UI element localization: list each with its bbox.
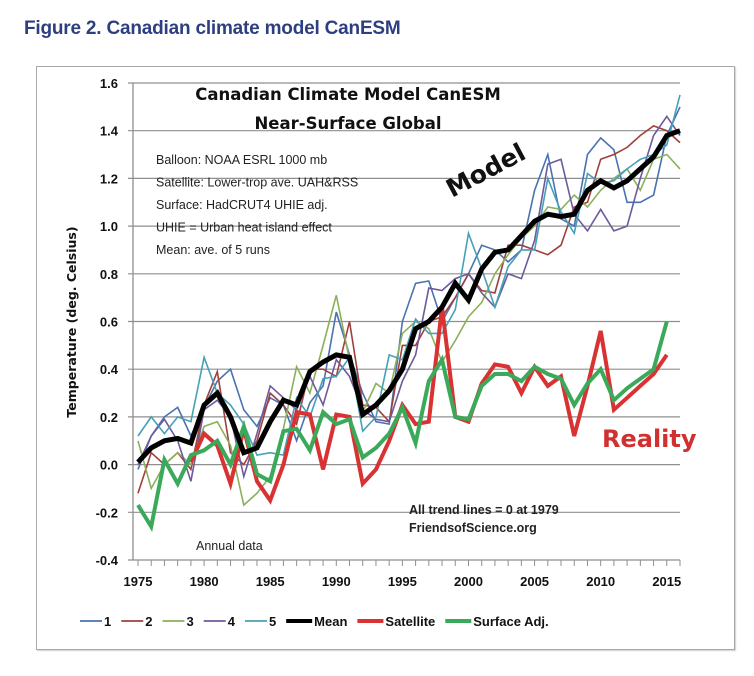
x-tick-label: 2015 [652, 574, 681, 589]
x-tick-label: 2005 [520, 574, 549, 589]
annotation-notes: Balloon: NOAA ESRL 1000 mb Satellite: Low… [156, 153, 358, 257]
y-tick-label: 1.4 [100, 124, 119, 139]
y-tick-label: 1.6 [100, 76, 118, 91]
annotation-note: Mean: ave. of 5 runs [156, 243, 270, 257]
source-note: FriendsofScience.org [409, 521, 537, 535]
legend-label: 2 [145, 614, 152, 629]
reality-label: Reality [602, 425, 697, 453]
y-tick-label: 0.8 [100, 267, 118, 282]
series-line-mean [136, 128, 681, 464]
y-tick-label: 0.0 [100, 458, 118, 473]
y-axis-label: Temperature (deg. Celsius) [64, 226, 79, 417]
y-tick-label: 0.2 [100, 410, 118, 425]
x-tick-labels: 1975 1980 1985 1990 1995 2000 2005 2010 2015 [124, 574, 682, 589]
legend-label: 5 [269, 614, 276, 629]
y-tick-label: -0.4 [96, 553, 119, 568]
x-tick-label: 1980 [190, 574, 219, 589]
x-tick-label: 2000 [454, 574, 483, 589]
x-tick-label: 2010 [586, 574, 615, 589]
legend-label: 4 [228, 614, 236, 629]
legend-label: Mean [314, 614, 347, 629]
series-line-satellite [189, 306, 669, 505]
y-tick-label: 1.2 [100, 171, 118, 186]
legend-label: Surface Adj. [473, 614, 548, 629]
x-tick-label: 1985 [256, 574, 285, 589]
y-tick-label: 0.6 [100, 315, 118, 330]
y-tick-label: 0.4 [100, 362, 119, 377]
series-line-5 [137, 94, 681, 457]
x-tick-label: 1975 [124, 574, 153, 589]
figure-caption: Figure 2. Canadian climate model CanESM [24, 18, 401, 39]
annotation-note: Balloon: NOAA ESRL 1000 mb [156, 153, 327, 167]
series-lines [136, 94, 681, 533]
series-line-3 [137, 153, 681, 507]
axes [128, 83, 681, 566]
legend-label: 3 [186, 614, 193, 629]
x-tick-label: 1990 [322, 574, 351, 589]
trend-note: All trend lines = 0 at 1979 [409, 503, 559, 517]
annual-data-note: Annual data [196, 539, 263, 553]
y-tick-label: -0.2 [96, 505, 118, 520]
y-tick-labels: 1.6 1.4 1.2 1.0 0.8 0.6 0.4 0.2 0.0 -0.2 -0.4 [96, 76, 119, 568]
legend: 1 2 3 4 5 Mean Satellite Surface Adj. [80, 614, 549, 629]
series-line-1 [137, 106, 681, 470]
chart-subtitle: Near-Surface Global [254, 114, 441, 133]
annotation-note: UHIE = Urban heat island effect [156, 221, 332, 235]
model-label: Model [441, 138, 530, 204]
x-tick-label: 1995 [388, 574, 417, 589]
legend-label: 1 [104, 614, 111, 629]
series-line-surface-adj- [136, 320, 669, 533]
annotation-note: Surface: HadCRUT4 UHIE adj. [156, 198, 328, 212]
legend-label: Satellite [385, 614, 435, 629]
y-tick-label: 1.0 [100, 219, 118, 234]
chart-frame [36, 66, 735, 650]
chart-title: Canadian Climate Model CanESM [195, 85, 501, 104]
annotation-note: Satellite: Lower-trop ave. UAH&RSS [156, 176, 358, 190]
